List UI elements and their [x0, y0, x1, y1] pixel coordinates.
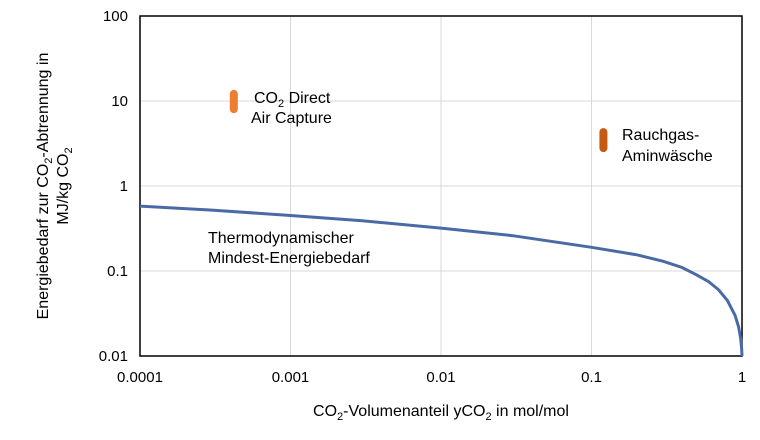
x-tick-label: 0.001 [272, 369, 310, 386]
y-tick-label: 100 [103, 8, 128, 25]
svg-text:Air Capture: Air Capture [251, 110, 332, 127]
x-tick-label: 0.1 [581, 369, 602, 386]
svg-text:Energiebedarf zur CO2-Abtrennu: Energiebedarf zur CO2-Abtrennung in [35, 53, 55, 320]
range-bar-0 [229, 89, 238, 114]
gridlines [140, 16, 742, 356]
y-tick-label: 1 [120, 178, 128, 195]
series-line-minimum-energy [139, 204, 744, 357]
x-axis-tick-labels: 0.0001 0.001 0.01 0.1 1 [117, 369, 746, 386]
y-axis-title: Energiebedarf zur CO2-Abtrennung in MJ/k… [35, 53, 75, 320]
x-tick-label: 0.01 [426, 369, 455, 386]
x-tick-label: 1 [738, 369, 746, 386]
svg-text:Thermodynamischer: Thermodynamischer [208, 230, 355, 247]
annotation-thermodynamic-minimum: Thermodynamischer Mindest-Energiebedarf [208, 230, 370, 267]
annotation-rauchgas-aminwaesche: Rauchgas- Aminwäsche [622, 127, 713, 165]
y-tick-label: 10 [111, 93, 128, 110]
y-axis-tick-labels: 0.01 0.1 1 10 100 [99, 8, 128, 365]
range-bar-1 [599, 128, 608, 153]
svg-text:Rauchgas-: Rauchgas- [622, 127, 699, 144]
x-axis-title: CO2-Volumenanteil yCO2 in mol/mol [313, 403, 569, 423]
svg-text:Mindest-Energiebedarf: Mindest-Energiebedarf [208, 250, 370, 267]
y-tick-label: 0.01 [99, 348, 128, 365]
svg-text:CO2 Direct: CO2 Direct [254, 90, 331, 110]
range-bars [229, 89, 608, 153]
y-tick-label: 0.1 [107, 263, 128, 280]
x-tick-label: 0.0001 [117, 369, 163, 386]
annotation-direct-air-capture: CO2 Direct Air Capture [251, 90, 332, 127]
svg-text:Aminwäsche: Aminwäsche [622, 148, 713, 165]
svg-text:MJ/kg CO2: MJ/kg CO2 [55, 147, 75, 224]
plot-area-frame [139, 15, 743, 357]
